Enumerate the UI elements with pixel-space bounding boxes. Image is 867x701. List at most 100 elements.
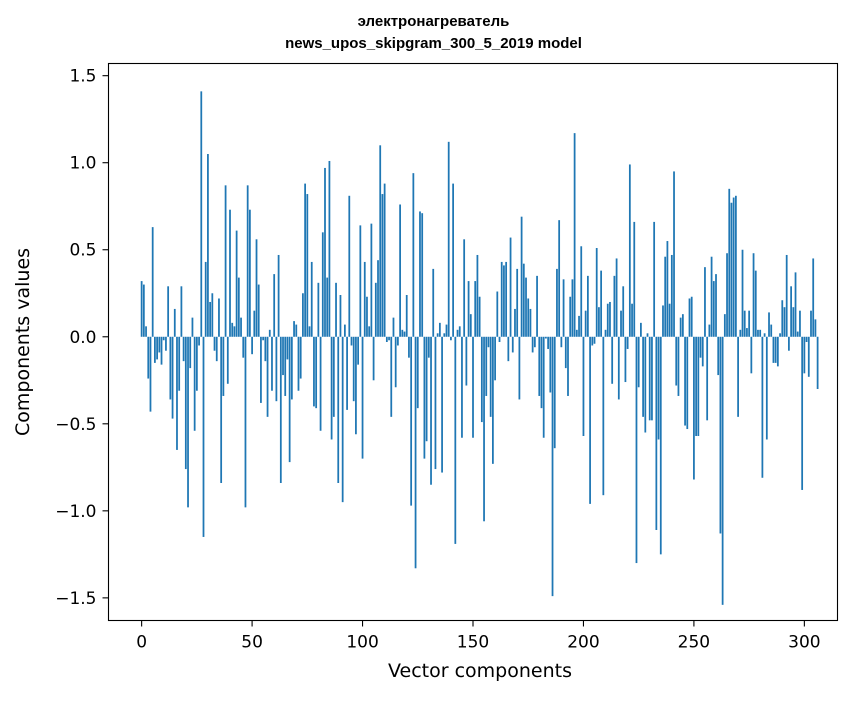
x-tick-label: 0 <box>136 633 147 653</box>
bar <box>609 301 611 337</box>
bar <box>324 167 326 337</box>
bar <box>173 308 176 337</box>
bar <box>140 281 143 337</box>
bar <box>642 336 644 417</box>
bar <box>498 336 501 342</box>
bar <box>626 336 629 349</box>
bar <box>178 336 181 391</box>
bar <box>613 275 616 337</box>
bar <box>416 336 419 409</box>
y-tick-label: 0.0 <box>69 328 96 348</box>
bar <box>321 232 324 337</box>
bar <box>662 305 664 337</box>
bar <box>761 336 764 478</box>
bar <box>147 336 150 379</box>
bar <box>551 336 554 597</box>
bar <box>244 336 247 508</box>
bar <box>792 307 795 337</box>
bar <box>688 298 691 337</box>
bar <box>171 336 174 419</box>
bar <box>399 204 401 337</box>
bar <box>235 230 238 337</box>
bar <box>697 336 700 436</box>
bar <box>518 336 521 400</box>
bar <box>507 336 510 362</box>
bar <box>158 336 161 353</box>
bar <box>553 336 556 449</box>
bar <box>154 336 156 363</box>
bar <box>673 171 675 337</box>
bar <box>266 336 269 417</box>
x-tick-label: 150 <box>457 633 489 653</box>
bar <box>326 277 329 337</box>
bar <box>368 326 371 337</box>
bar <box>224 185 227 337</box>
bar <box>165 336 167 351</box>
bar <box>335 282 337 337</box>
bar <box>176 336 178 450</box>
x-tick-label: 250 <box>678 633 710 653</box>
bar <box>564 336 567 369</box>
bar <box>538 336 541 396</box>
bar <box>816 336 819 389</box>
bar <box>200 91 203 337</box>
bar <box>708 324 711 337</box>
bar <box>401 329 404 337</box>
bar <box>288 336 291 463</box>
bar <box>260 336 262 403</box>
bar <box>392 317 395 337</box>
bar <box>293 321 295 337</box>
bar <box>704 267 706 337</box>
bar <box>582 336 585 436</box>
bar <box>514 308 516 337</box>
bar <box>686 336 689 430</box>
bar <box>189 336 192 369</box>
chart-title-model: news_upos_skipgram_300_5_2019 model <box>285 35 582 52</box>
bar <box>726 253 728 337</box>
bar <box>805 336 808 342</box>
bar <box>450 336 452 341</box>
bar <box>695 336 697 436</box>
bar <box>586 275 589 337</box>
bar <box>732 197 735 337</box>
bar <box>222 336 225 396</box>
bar <box>810 310 812 337</box>
bar <box>421 213 424 337</box>
bar <box>304 183 306 337</box>
bar <box>575 329 578 337</box>
bar <box>315 336 318 409</box>
bar <box>445 324 448 337</box>
bar <box>489 336 492 417</box>
bar <box>505 261 508 337</box>
bar <box>628 164 631 337</box>
bar <box>584 310 587 337</box>
bar <box>430 336 432 485</box>
bar <box>319 336 322 431</box>
bar <box>653 221 656 337</box>
bar <box>187 336 189 508</box>
bar <box>251 336 253 355</box>
bar <box>297 336 300 391</box>
bar <box>807 336 810 377</box>
y-tick-label: 1.5 <box>69 67 96 87</box>
bar <box>273 274 276 337</box>
bar <box>388 336 390 341</box>
bar <box>346 336 348 410</box>
bar <box>500 261 503 337</box>
bar <box>226 336 229 384</box>
bar <box>207 154 209 337</box>
bar <box>213 336 216 351</box>
bar <box>712 281 715 337</box>
bar <box>469 314 472 337</box>
y-axis-label: Components values <box>12 248 34 436</box>
bar <box>631 303 633 337</box>
bar <box>595 248 598 337</box>
bar <box>730 202 733 337</box>
bar <box>743 310 746 337</box>
bar <box>659 336 662 555</box>
bar <box>474 281 477 337</box>
bar <box>783 307 786 337</box>
bar <box>640 322 642 337</box>
bar <box>620 310 622 337</box>
bar <box>547 336 549 349</box>
